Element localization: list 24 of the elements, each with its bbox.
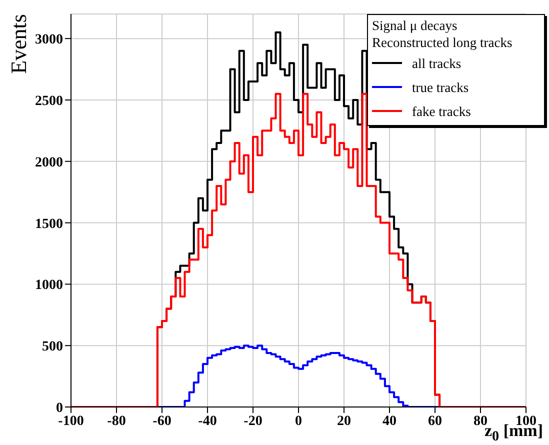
y-tick-label: 2000: [35, 155, 63, 170]
x-tick-label: 100: [516, 414, 536, 429]
legend-label: all tracks: [412, 54, 462, 72]
legend-label: fake tracks: [412, 102, 471, 120]
x-tick-label: 80: [474, 414, 488, 429]
x-tick-label: 60: [428, 414, 442, 429]
y-tick-label: 500: [42, 340, 63, 355]
x-tick-label: -80: [107, 414, 126, 429]
legend-label: true tracks: [412, 78, 469, 96]
x-tick-label: -60: [152, 414, 172, 429]
legend-title: Signal μ decays: [372, 17, 458, 34]
x-tick-label: -40: [198, 414, 217, 429]
x-tick-label: -100: [58, 414, 84, 429]
x-tick-label: 20: [337, 414, 351, 429]
y-axis-title: Events: [6, 14, 32, 74]
y-tick-label: 3000: [35, 32, 63, 48]
x-tick-label: -20: [244, 414, 262, 429]
x-tick-label: 40: [382, 414, 396, 429]
x-tick-label: 0: [295, 414, 302, 429]
y-tick-label: 2500: [35, 94, 63, 109]
y-tick-label: 1000: [35, 278, 63, 294]
y-tick-label: 0: [56, 400, 63, 416]
annotation: Reconstructed long tracks: [372, 34, 514, 51]
y-tick-label: 1500: [35, 216, 63, 232]
